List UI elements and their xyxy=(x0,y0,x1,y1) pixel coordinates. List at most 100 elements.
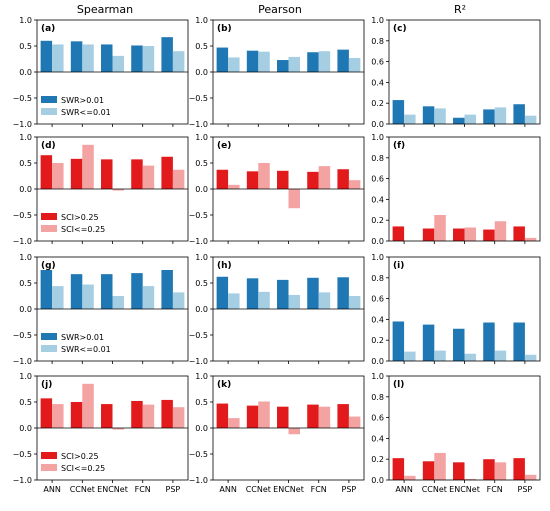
bar-secondary-ccnet xyxy=(434,108,446,124)
bar-primary-fcn xyxy=(483,109,495,124)
bar-primary-fcn xyxy=(483,459,495,480)
y-tick-label: 0.4 xyxy=(371,195,384,204)
panel-j: −1.0 −0.5 0.0 0.5 1.0 ANN CCNet ENCNet FCN PSP (j)… xyxy=(13,372,189,494)
bar-secondary-psp xyxy=(524,474,537,480)
bar-secondary-psp xyxy=(172,407,185,428)
x-tick-label-encnet: ENCNet xyxy=(449,485,480,494)
panel-label: (l) xyxy=(393,380,404,390)
bar-secondary-ccnet xyxy=(82,383,94,428)
bar-secondary-fcn xyxy=(494,350,507,361)
panel-label: (a) xyxy=(41,24,55,34)
panel-d: −1.0 −0.5 0.0 0.5 1.0 (d) SCI>0.25 SCI<=0.25 xyxy=(13,133,189,246)
y-tick-label: 1.0 xyxy=(195,372,208,381)
bar-secondary-encnet xyxy=(112,428,124,430)
y-tick-label: 0.0 xyxy=(19,185,32,194)
bar-secondary-ann xyxy=(404,114,416,124)
bar-primary-ann xyxy=(40,155,53,189)
bar-primary-ccnet xyxy=(422,324,435,361)
bar-primary-fcn xyxy=(131,400,143,428)
bar-secondary-encnet xyxy=(112,55,124,72)
y-tick-label: 0.8 xyxy=(371,274,384,283)
legend-label: SWR<=0.01 xyxy=(61,345,111,354)
y-tick-label: −1.0 xyxy=(189,476,208,485)
bar-secondary-ann xyxy=(52,163,64,189)
x-tick-label-psp: PSP xyxy=(342,485,357,494)
bar-secondary-fcn xyxy=(142,404,155,428)
bar-secondary-ccnet xyxy=(258,401,270,428)
bar-primary-ann xyxy=(392,100,405,124)
column-title-spearman: Spearman xyxy=(77,3,133,16)
y-tick-label: −0.5 xyxy=(189,331,208,340)
panel-label: (c) xyxy=(393,24,407,34)
panel-label: (h) xyxy=(217,261,232,271)
panel-label: (e) xyxy=(217,141,231,151)
bar-primary-ann xyxy=(40,40,53,72)
y-tick-label: 0.0 xyxy=(19,305,32,314)
y-tick-label: 1.0 xyxy=(19,253,32,262)
y-tick-label: 0.5 xyxy=(19,398,32,407)
y-tick-label: 0.5 xyxy=(195,42,208,51)
x-tick-label-fcn: FCN xyxy=(487,485,503,494)
bar-primary-ccnet xyxy=(422,228,435,241)
bar-secondary-fcn xyxy=(318,166,331,189)
y-tick-label: 0.4 xyxy=(371,434,384,443)
y-tick-label: −0.5 xyxy=(189,211,208,220)
bar-primary-ccnet xyxy=(422,106,435,124)
bar-primary-ann xyxy=(216,169,229,189)
bar-secondary-encnet xyxy=(464,478,476,480)
bar-secondary-psp xyxy=(524,237,537,241)
y-tick-label: 0.0 xyxy=(195,185,208,194)
bar-secondary-encnet xyxy=(464,353,476,361)
legend-label: SWR<=0.01 xyxy=(61,108,111,117)
y-tick-label: 0.0 xyxy=(195,424,208,433)
y-tick-label: 0.6 xyxy=(371,58,384,67)
bar-primary-fcn xyxy=(307,171,319,189)
y-tick-label: 0.0 xyxy=(371,357,384,366)
y-tick-label: −0.5 xyxy=(189,450,208,459)
panel-c: 0.0 0.2 0.4 0.6 0.8 1.0 (c) xyxy=(371,16,541,129)
panel-label: (g) xyxy=(41,261,56,271)
legend-label: SWR>0.01 xyxy=(61,96,104,105)
bar-primary-psp xyxy=(337,49,349,72)
panel-i: 0.0 0.2 0.4 0.6 0.8 1.0 (i) xyxy=(371,253,541,366)
bar-secondary-ann xyxy=(404,475,416,480)
bar-primary-psp xyxy=(513,322,525,361)
legend-swatch xyxy=(41,213,57,220)
y-tick-label: −1.0 xyxy=(13,120,32,129)
legend-label: SCI<=0.25 xyxy=(61,225,105,234)
column-title-r2: R² xyxy=(454,3,466,16)
bar-secondary-ann xyxy=(52,44,64,72)
bar-secondary-encnet xyxy=(288,56,300,72)
bar-primary-ccnet xyxy=(246,405,259,428)
bar-secondary-ccnet xyxy=(434,350,446,361)
y-tick-label: −0.5 xyxy=(189,94,208,103)
y-tick-label: 0.5 xyxy=(195,279,208,288)
y-tick-label: 0.2 xyxy=(371,216,384,225)
y-tick-label: 0.8 xyxy=(371,37,384,46)
panel-e: −1.0 −0.5 0.0 0.5 1.0 (e) xyxy=(189,133,365,246)
bar-primary-psp xyxy=(337,404,349,428)
bar-secondary-encnet xyxy=(288,428,300,435)
panel-label: (k) xyxy=(217,380,231,390)
x-tick-label-psp: PSP xyxy=(166,485,181,494)
bar-secondary-ccnet xyxy=(82,284,94,309)
bar-primary-encnet xyxy=(453,228,465,241)
x-tick-label-ccnet: CCNet xyxy=(70,485,95,494)
bar-primary-psp xyxy=(161,156,173,189)
panel-h: −1.0 −0.5 0.0 0.5 1.0 (h) xyxy=(189,253,365,366)
y-tick-label: 0.8 xyxy=(371,154,384,163)
y-tick-label: 0.4 xyxy=(371,78,384,87)
bar-secondary-fcn xyxy=(494,107,507,124)
bar-primary-psp xyxy=(161,270,173,309)
y-tick-label: 0.2 xyxy=(371,336,384,345)
bar-secondary-fcn xyxy=(142,46,155,72)
bar-secondary-encnet xyxy=(288,294,300,309)
y-tick-label: 1.0 xyxy=(371,16,384,25)
y-tick-label: 0.6 xyxy=(371,175,384,184)
bar-secondary-ccnet xyxy=(82,44,94,72)
bar-primary-psp xyxy=(513,104,525,124)
bar-secondary-ann xyxy=(228,184,240,189)
legend-label: SCI>0.25 xyxy=(61,213,99,222)
y-tick-label: −0.5 xyxy=(13,450,32,459)
bar-primary-encnet xyxy=(453,462,465,480)
